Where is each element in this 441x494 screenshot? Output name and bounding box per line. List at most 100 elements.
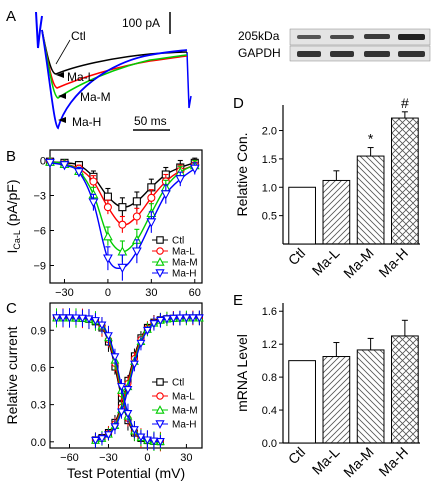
chart-b-y-tick-label-6: −6	[33, 226, 46, 238]
chart-b-x-tick-label-30: 30	[145, 287, 157, 299]
chart-e-bar-ctl	[288, 360, 316, 444]
trace-artifact-right	[186, 51, 192, 109]
blot-strip-205kda	[289, 28, 431, 46]
chart-c-inactivation-point-ma-h-9	[110, 353, 120, 362]
chart-b-x-tick-label-60: 60	[189, 287, 201, 299]
chart-c-inactivation-point-ma-h-14	[143, 436, 152, 445]
chart-b-y-tick-label-9: −9	[33, 261, 46, 273]
chart-c-legend-marker-ma-m	[155, 405, 165, 414]
blot-band-205kda-ctl	[297, 35, 321, 39]
chart-b-legend-label-ma-l: Ma-L	[172, 247, 195, 258]
chart-b-point-ma-h-0	[45, 158, 55, 169]
chart-b-point-ma-h-8	[160, 190, 171, 200]
chart-c-inactivation-point-ma-h-11	[123, 410, 133, 419]
chart-b-point-ma-h-9	[175, 175, 186, 185]
scale-current-label: 100 pA	[122, 16, 160, 30]
chart-e-bar-ma-h	[391, 335, 419, 444]
chart-c-inactivation-point-ma-h-16	[156, 438, 165, 447]
chart-c-inactivation-point-ma-h-15	[149, 437, 159, 446]
chart-b-point-ma-h-2	[74, 168, 84, 178]
chart-c-activation-point-ma-h-3	[110, 423, 120, 432]
chart-c-legend-label-ma-l: Ma-L	[172, 392, 195, 403]
chart-b-y-tick-label-0: 0	[40, 156, 46, 168]
panel-letter-e: E	[233, 292, 243, 309]
chart-b-legend-marker-ctl	[156, 236, 164, 244]
chart-b-iv-curve: −30 0 30 60 0 −3 −6 −9 ICa-L (pA/pF) CtlMa-LMa-MM…	[4, 149, 203, 299]
trace-label-ma-m: Ma-M	[80, 90, 111, 104]
chart-c-activation-point-ma-h-7	[136, 339, 146, 349]
chart-c-y-tick-label-3: 0.9	[31, 325, 46, 337]
chart-e-mrna-level: 0.0 0.4 0.8 1.2 1.6 mRNA Level Ctl Ma-LMa-MMa-H	[234, 303, 420, 480]
chart-d-bar-ma-m	[356, 155, 385, 245]
blot-band-gapdh-ma-l	[330, 51, 354, 57]
chart-c-activation-point-ma-h-5	[123, 386, 133, 395]
chart-d-annotation-ma-m: *	[368, 131, 374, 147]
chart-c-activation-point-ma-h-12	[168, 314, 178, 324]
chart-b-point-ma-m-4	[102, 231, 113, 241]
chart-c-inactivation-point-ma-h-6	[91, 317, 100, 326]
chart-c-activation-point-ma-h-14	[181, 314, 191, 323]
chart-c-inactivation-point-ma-h-12	[130, 426, 139, 435]
chart-b-y-axis-label: ICa-L (pA/pF)	[4, 180, 22, 254]
chart-c-inactivation-point-ma-h-13	[136, 433, 146, 442]
chart-b-point-ma-l-4	[103, 203, 112, 212]
chart-c-activation-point-ma-h-6	[130, 360, 139, 369]
chart-c-activation-point-ma-h-2	[104, 431, 113, 440]
chart-b-point-ma-h-3	[88, 198, 99, 208]
chart-c-y-tick-label-0: 0.0	[31, 437, 46, 449]
chart-d-x-category-label-ma-m: Ma-M	[340, 245, 377, 282]
pointer-ma-l-arrow	[56, 72, 64, 78]
chart-d-bar-ma-h	[391, 117, 419, 245]
chart-c-y-tick-label-1: 0.3	[31, 400, 46, 412]
chart-c-activation-point-ma-h-11	[162, 315, 172, 324]
chart-c-inactivation-point-ma-h-5	[84, 315, 94, 324]
chart-d-y-tick-label-0: 0.5	[262, 211, 277, 223]
chart-c-activation-point-ma-h-10	[156, 316, 165, 326]
chart-c-activation-point-ma-h-1	[97, 435, 107, 444]
blot-band-205kda-ma-h	[398, 34, 425, 40]
chart-d-x-category-label-ma-l: Ma-L	[309, 245, 343, 279]
chart-b-point-ma-l-3	[89, 177, 98, 186]
chart-c-inactivation-point-ma-h-4	[78, 314, 87, 323]
chart-c-activation-point-ma-h-9	[149, 320, 159, 329]
chart-d-x-category-label-ctl: Ctl	[285, 245, 308, 268]
chart-b-legend-label-ma-m: Ma-M	[172, 258, 198, 269]
chart-e-y-tick-label-0: 0.0	[262, 438, 277, 450]
chart-c-inactivation-point-ma-h-2	[65, 314, 74, 323]
panel-letter-c: C	[6, 300, 17, 317]
chart-c-legend-label-ma-h: Ma-H	[172, 420, 196, 431]
chart-b-point-ma-l-6	[132, 212, 141, 221]
chart-d-y-axis-label: Relative Con.	[234, 132, 250, 216]
chart-b-plot-frame	[49, 149, 203, 284]
chart-b-point-ma-h-7	[146, 218, 157, 228]
chart-d-bar-ma-l	[322, 179, 351, 245]
chart-c-inactivation-point-ma-h-3	[71, 314, 81, 323]
chart-d-bar-ctl	[288, 186, 316, 245]
chart-b-point-ma-h-1	[59, 161, 70, 171]
chart-c-x-tick-label-30: 30	[180, 452, 192, 464]
pointer-ctl	[55, 39, 71, 65]
chart-c-inactivation-point-ma-h-8	[104, 332, 113, 341]
panel-a-current-traces: 100 pA 50 ms Ctl Ma-L Ma-M Ma-H	[35, 11, 192, 131]
trace-ma-m	[41, 29, 188, 99]
chart-d-relative-con: 0.5 1.0 1.5 2.0 Relative Con. Ctl Ma-L * Ma-M # Ma…	[234, 95, 420, 282]
chart-b-legend-marker-ma-m	[155, 257, 165, 266]
panel-letter-a: A	[6, 8, 16, 25]
chart-c-activation-point-ma-h-13	[175, 314, 185, 323]
western-blot: 205kDa GAPDH	[238, 28, 431, 62]
pointer-ma-m-arrow	[58, 93, 66, 99]
chart-c-y-axis-label: Relative current	[4, 326, 20, 424]
blot-label-gapdh: GAPDH	[238, 46, 281, 60]
chart-e-x-category-label-ma-h: Ma-H	[375, 444, 411, 480]
chart-c-x-tick-label-30: −30	[99, 452, 118, 464]
scale-time-label: 50 ms	[134, 114, 167, 128]
chart-b-y-tick-label-3: −3	[33, 191, 46, 203]
panel-letter-d: D	[233, 95, 244, 112]
chart-c-inactivation-point-ma-h-0	[52, 314, 61, 323]
chart-c-inactivation-point-ma-h-1	[58, 314, 68, 323]
chart-e-y-tick-label-3: 1.2	[262, 339, 277, 351]
chart-c-activation-point-ma-h-15	[188, 314, 198, 323]
panel-letter-b: B	[6, 148, 16, 165]
chart-b-point-ma-h-4	[102, 254, 113, 264]
